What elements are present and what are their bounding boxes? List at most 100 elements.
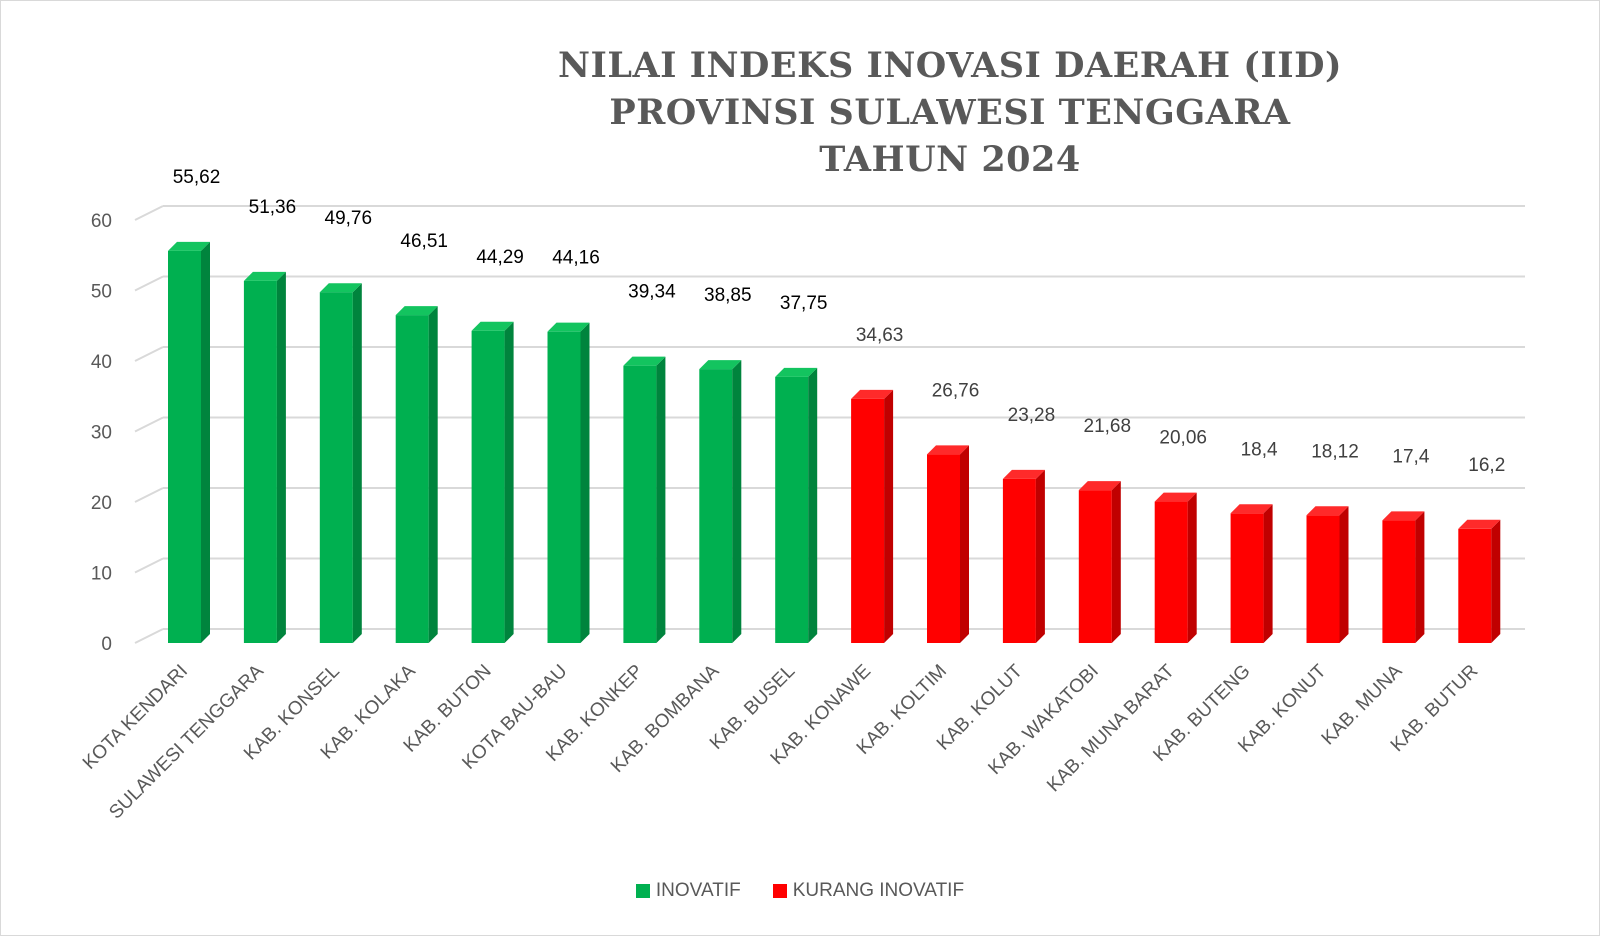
bar-side bbox=[1263, 504, 1273, 643]
y-tick-label: 10 bbox=[91, 564, 112, 585]
bar-top bbox=[699, 360, 742, 370]
bar-side bbox=[960, 445, 969, 643]
bar-side bbox=[504, 321, 514, 643]
bar-top bbox=[471, 321, 514, 331]
bar-side bbox=[276, 271, 286, 643]
x-tick-label: KAB. MUNA BARAT bbox=[1043, 660, 1179, 796]
bar-value-label: 23,28 bbox=[1008, 405, 1056, 426]
bar-value-label: 18,12 bbox=[1311, 441, 1359, 462]
bar bbox=[471, 330, 505, 643]
bar-side bbox=[352, 283, 362, 643]
bar-side bbox=[1491, 519, 1501, 643]
bar-top bbox=[1078, 481, 1121, 491]
bar-top bbox=[927, 445, 969, 455]
bar-side bbox=[201, 241, 210, 643]
gridline-edge bbox=[134, 416, 164, 433]
legend-item-inovatif: INOVATIF bbox=[635, 880, 741, 902]
gridline-edge bbox=[134, 205, 164, 221]
bar-value-label: 34,63 bbox=[856, 325, 904, 346]
bar-value-label: 37,75 bbox=[780, 293, 828, 314]
bar-top bbox=[395, 306, 438, 316]
bar-value-label: 21,68 bbox=[1084, 416, 1132, 437]
y-tick-label: 20 bbox=[91, 493, 112, 514]
gridline-edge bbox=[134, 346, 164, 362]
bar bbox=[1002, 478, 1036, 643]
bar-top bbox=[1382, 511, 1425, 521]
chart-title-line-1: NILAI INDEKS INOVASI DAERAH (IID) bbox=[557, 45, 1343, 86]
bar-side bbox=[1035, 469, 1045, 643]
bar-top bbox=[1002, 469, 1045, 479]
bar-value-label: 16,2 bbox=[1468, 455, 1505, 476]
bar bbox=[547, 331, 581, 643]
x-tick-label: SULAWESI TENGGARA bbox=[105, 660, 268, 823]
bar-side bbox=[732, 360, 742, 643]
bar-side bbox=[1339, 506, 1349, 643]
bar-side bbox=[884, 389, 894, 643]
bar-side bbox=[1111, 481, 1121, 643]
bar bbox=[168, 250, 201, 643]
bar-value-label: 49,76 bbox=[325, 208, 373, 229]
bar-top bbox=[851, 389, 894, 399]
bar-side bbox=[808, 367, 818, 643]
legend-item-kurang-inovatif: KURANG INOVATIF bbox=[772, 880, 965, 902]
bar-side bbox=[1187, 492, 1197, 643]
bar-value-label: 18,4 bbox=[1241, 439, 1278, 460]
bar bbox=[319, 292, 353, 643]
chart-title-line-3: TAHUN 2024 bbox=[819, 139, 1081, 180]
bar-top bbox=[1458, 519, 1501, 529]
bar bbox=[623, 365, 657, 643]
bar bbox=[243, 280, 277, 643]
bar-value-label: 55,62 bbox=[173, 167, 221, 188]
bar-value-label: 38,85 bbox=[704, 285, 752, 306]
legend-swatch-kurang-inovatif bbox=[772, 884, 787, 898]
y-tick-label: 40 bbox=[91, 352, 112, 373]
y-tick-label: 30 bbox=[91, 423, 112, 444]
bar-top bbox=[1230, 504, 1273, 514]
gridline-edge bbox=[134, 275, 164, 292]
bar-side bbox=[428, 306, 438, 643]
bar-top bbox=[243, 271, 286, 281]
bar-top bbox=[1306, 506, 1349, 516]
bar-value-label: 51,36 bbox=[249, 197, 297, 218]
bar-value-label: 20,06 bbox=[1159, 428, 1207, 449]
bar-side bbox=[656, 356, 666, 643]
bar bbox=[1230, 513, 1264, 643]
bar-value-label: 44,16 bbox=[552, 248, 600, 269]
bar-value-label: 46,51 bbox=[400, 231, 448, 252]
bar bbox=[395, 315, 429, 643]
gridline-edge bbox=[134, 557, 164, 574]
chart-title-line-2: PROVINSI SULAWESI TENGGARA bbox=[609, 92, 1291, 133]
gridline-edge bbox=[134, 487, 164, 503]
bar bbox=[775, 376, 809, 643]
bar-side bbox=[580, 322, 590, 643]
bar-value-label: 26,76 bbox=[932, 380, 980, 401]
y-tick-label: 0 bbox=[101, 634, 112, 655]
bar bbox=[1078, 490, 1112, 643]
bar bbox=[1458, 528, 1492, 643]
bar-top bbox=[775, 367, 818, 377]
bar-top bbox=[547, 322, 590, 332]
gridline-edge bbox=[134, 628, 164, 644]
bar bbox=[1382, 520, 1416, 643]
bar-top bbox=[1154, 492, 1197, 502]
bar bbox=[927, 454, 960, 643]
bar bbox=[1306, 515, 1340, 643]
legend-label-inovatif: INOVATIF bbox=[655, 880, 741, 901]
bar-value-label: 17,4 bbox=[1392, 446, 1429, 467]
y-tick-label: 60 bbox=[91, 211, 112, 232]
legend-label-kurang-inovatif: KURANG INOVATIF bbox=[792, 880, 965, 901]
bar-side bbox=[1415, 511, 1425, 643]
chart-title: NILAI INDEKS INOVASI DAERAH (IID) PROVIN… bbox=[470, 42, 1430, 183]
chart-legend: INOVATIF KURANG INOVATIF bbox=[0, 880, 1600, 902]
bar-top bbox=[319, 283, 362, 293]
bar-top bbox=[623, 356, 666, 366]
bar bbox=[1154, 501, 1188, 643]
bar bbox=[699, 369, 733, 643]
y-tick-label: 50 bbox=[91, 282, 112, 303]
legend-swatch-inovatif bbox=[635, 884, 650, 898]
bar-value-label: 44,29 bbox=[476, 247, 524, 268]
bar-value-label: 39,34 bbox=[628, 282, 676, 303]
bar-top bbox=[168, 241, 210, 251]
bar bbox=[851, 398, 885, 643]
